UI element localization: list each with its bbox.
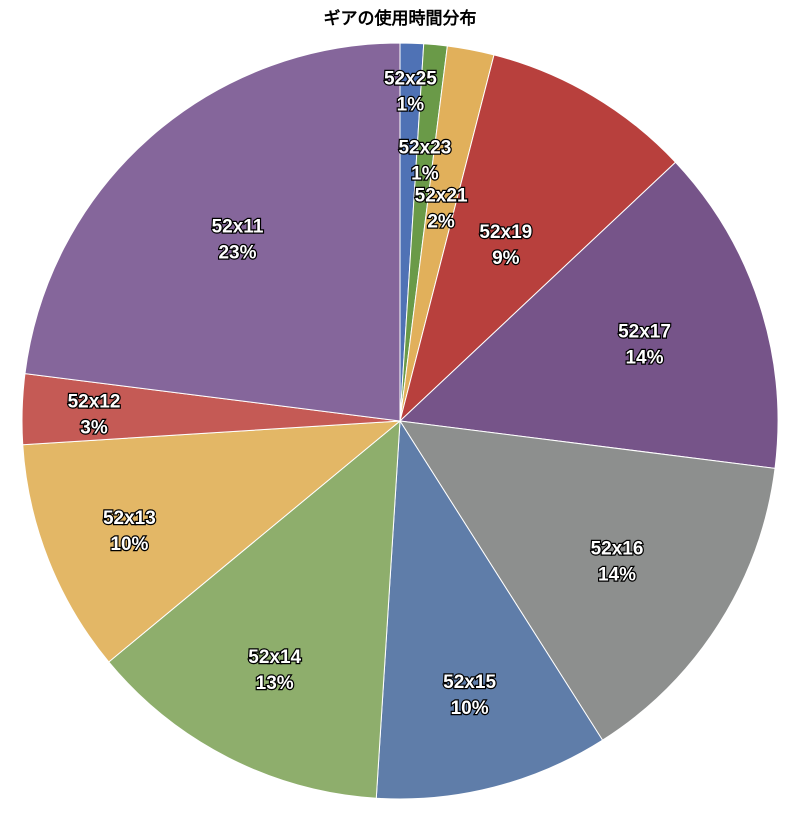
slice-label-52x23: 52x23 — [398, 138, 451, 159]
pie-slice-52x19 — [399, 54, 677, 423]
pie-slices — [21, 42, 779, 800]
slice-percent-52x16: 14% — [598, 565, 636, 586]
pie-slice-52x16 — [399, 420, 776, 741]
slice-percent-52x21: 2% — [427, 212, 455, 233]
pie-slice-52x13 — [22, 420, 402, 663]
slice-percent-52x12: 3% — [80, 417, 108, 438]
slice-percent-52x15: 10% — [451, 698, 489, 719]
slice-label-52x25: 52x25 — [384, 69, 437, 90]
slice-percent-52x25: 1% — [397, 95, 425, 116]
slice-label-52x14: 52x14 — [248, 647, 301, 668]
slice-percent-52x13: 10% — [110, 534, 148, 555]
slice-label-52x21: 52x21 — [415, 186, 468, 207]
slice-percent-52x23: 1% — [411, 164, 439, 185]
slice-label-52x13: 52x13 — [103, 508, 156, 529]
slice-percent-52x19: 9% — [492, 248, 520, 269]
pie-slice-52x11 — [24, 42, 401, 422]
slice-label-52x19: 52x19 — [479, 222, 532, 243]
slice-percent-52x14: 13% — [256, 673, 294, 694]
slice-label-52x11: 52x11 — [212, 217, 264, 238]
slice-percent-52x11: 23% — [218, 243, 256, 264]
pie-slice-52x15 — [375, 419, 604, 800]
slice-label-52x16: 52x16 — [591, 539, 644, 560]
slice-label-52x15: 52x15 — [443, 672, 496, 693]
slice-label-52x12: 52x12 — [68, 391, 121, 412]
slice-label-52x17: 52x17 — [618, 322, 671, 343]
pie-slice-52x14 — [108, 419, 401, 799]
slice-percent-52x17: 14% — [625, 348, 663, 369]
pie-slice-52x17 — [398, 161, 779, 469]
chart-title: ギアの使用時間分布 — [323, 9, 477, 29]
